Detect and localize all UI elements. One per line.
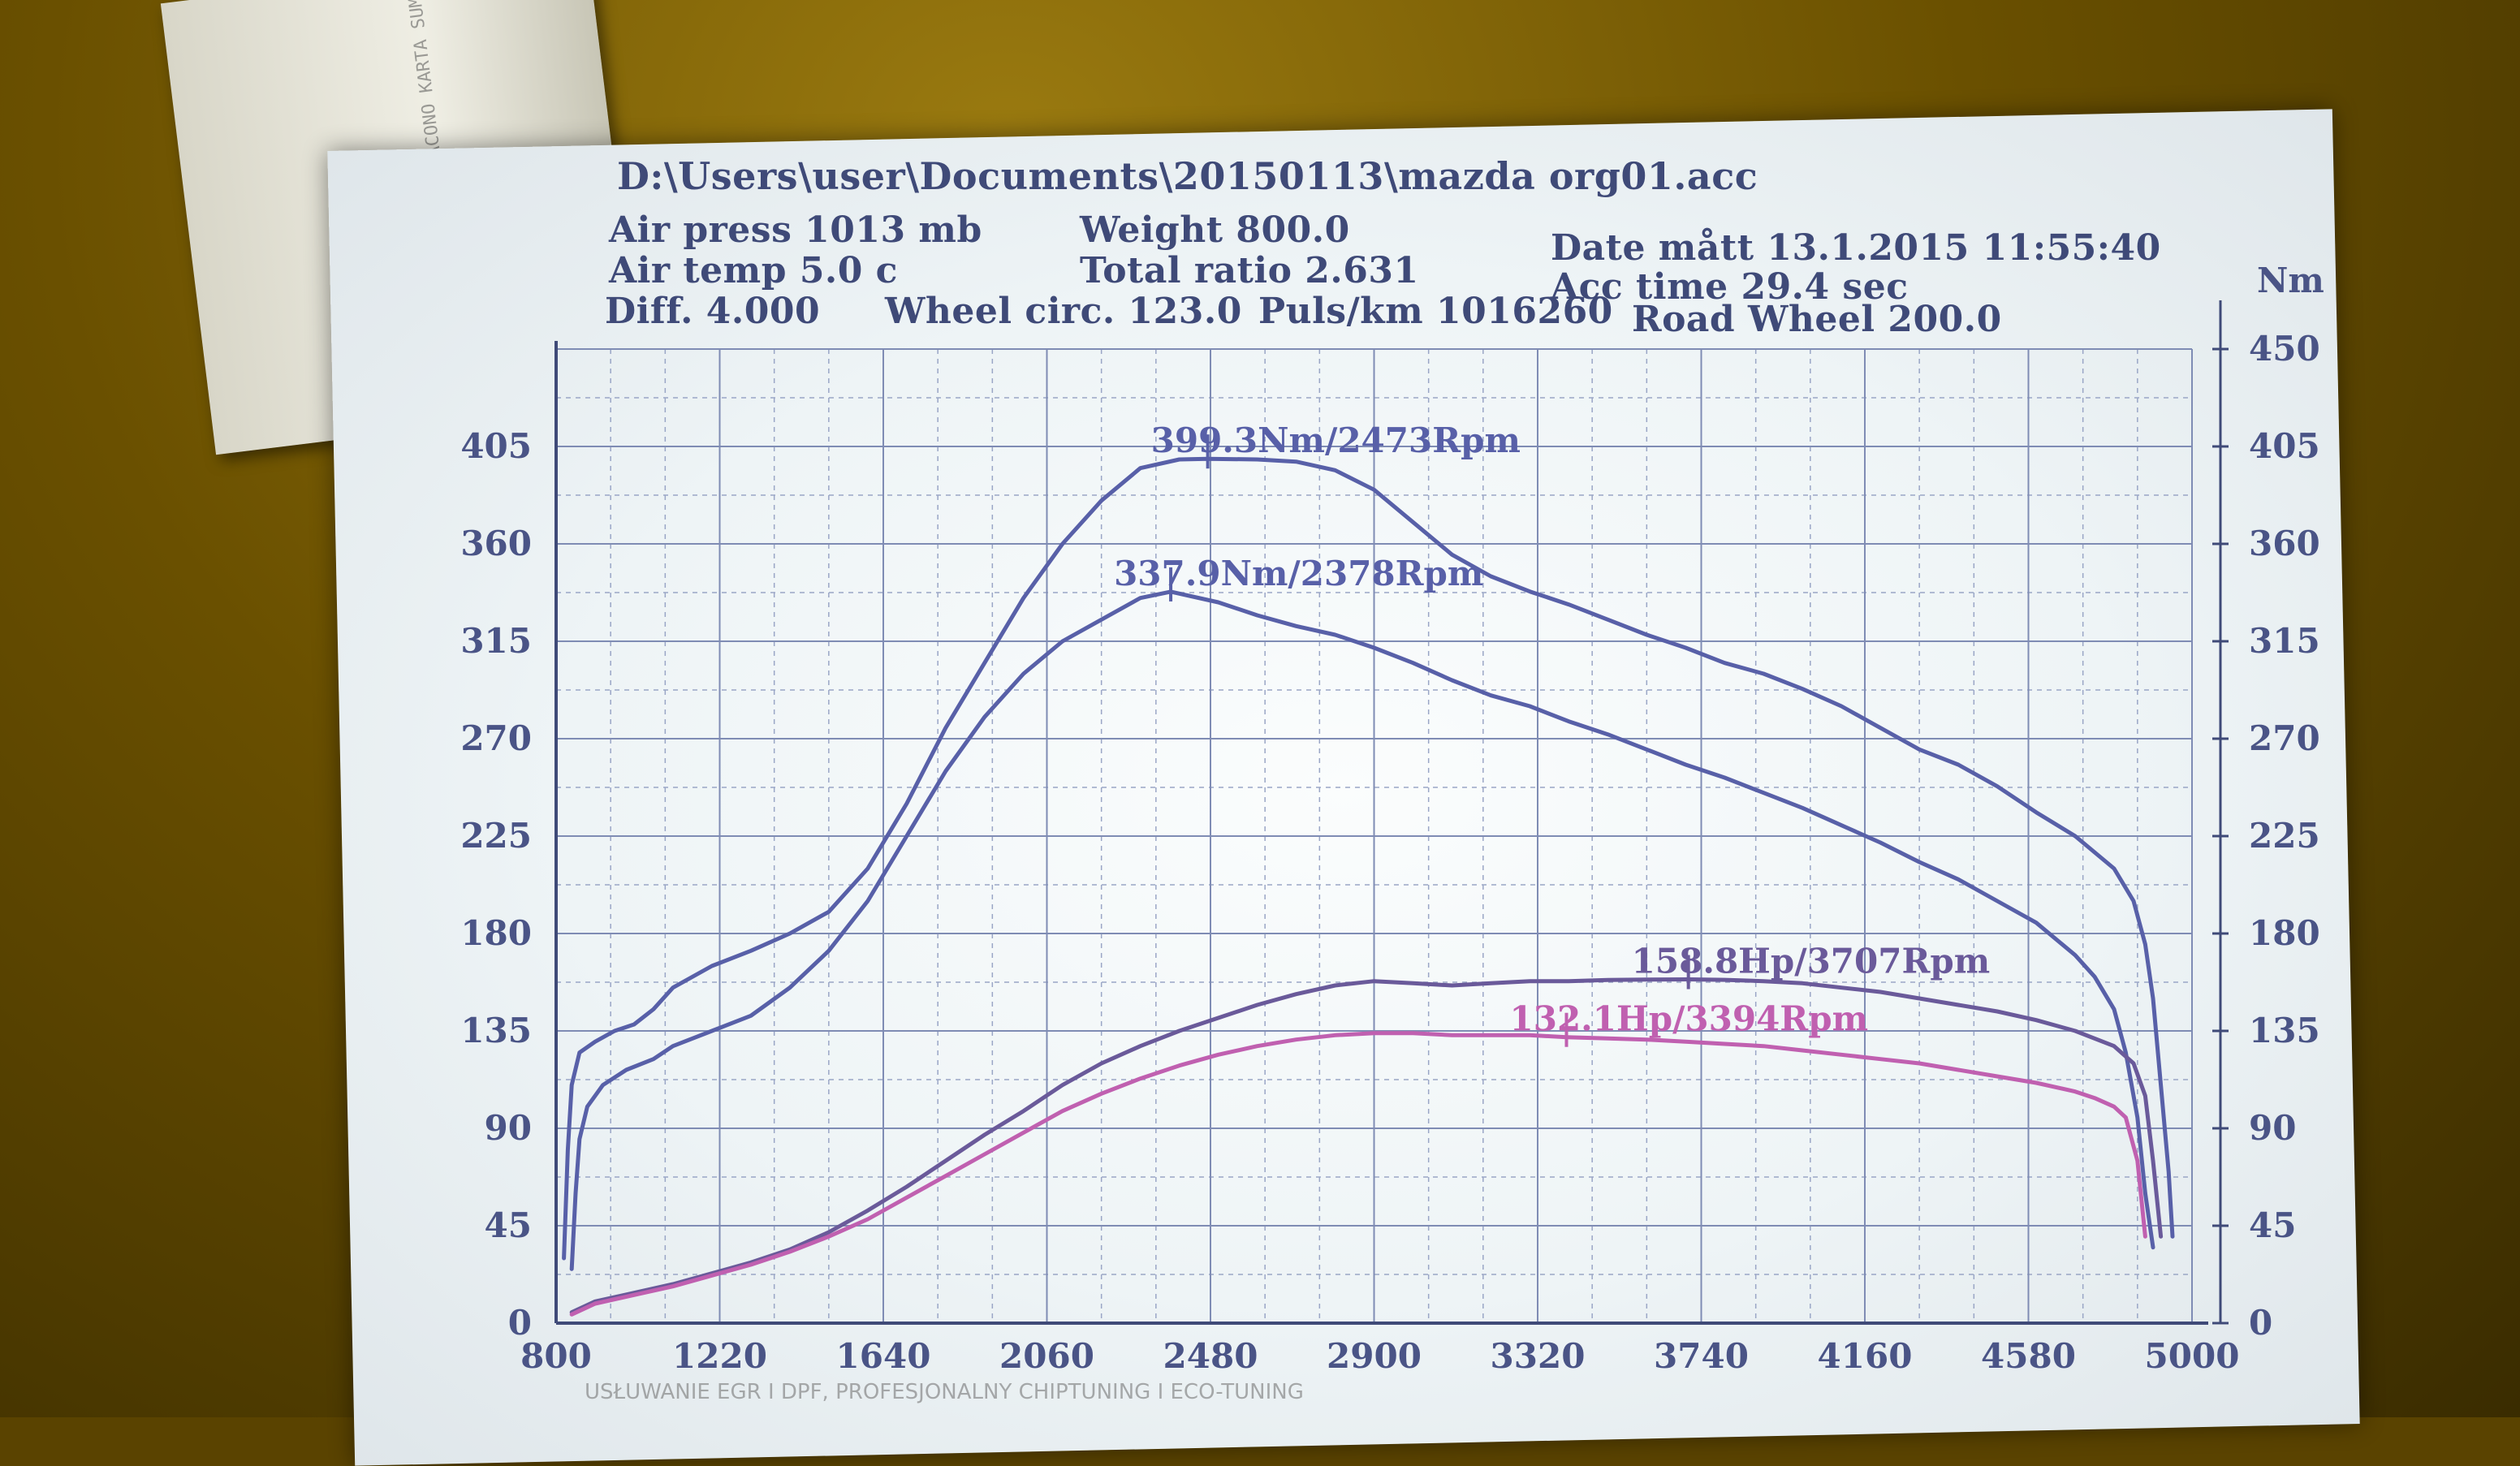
file-path: D:\Users\user\Documents\20150113\mazda o… bbox=[617, 154, 1758, 198]
x-tick-label: 4160 bbox=[1818, 1336, 1913, 1376]
y-tick-label-right: 90 bbox=[2249, 1108, 2296, 1148]
y-tick-label-right: 225 bbox=[2249, 816, 2320, 856]
x-tick-label: 2480 bbox=[1163, 1336, 1258, 1376]
date-measured: Date mått 13.1.2015 11:55:40 bbox=[1551, 227, 2161, 269]
y-tick-label-left: 315 bbox=[460, 621, 532, 661]
x-tick-label: 3320 bbox=[1491, 1336, 1586, 1376]
y-tick-label-left: 360 bbox=[460, 524, 532, 563]
series-line-3 bbox=[569, 977, 2164, 1315]
y-tick-label-right: 180 bbox=[2249, 913, 2320, 953]
series-line-2 bbox=[569, 589, 2155, 1271]
y-tick-label-left: 225 bbox=[460, 816, 532, 856]
x-tick-label: 800 bbox=[520, 1336, 592, 1376]
annotation-label-4: 132.1Hp/3394Rpm bbox=[1510, 999, 1869, 1039]
y-tick-label-left: 45 bbox=[485, 1205, 532, 1245]
dyno-chart: 800 1220 1640 2060 2480 2900 3320 3740 4160 4580 5… bbox=[460, 261, 2324, 1376]
y-tick-label-left: 180 bbox=[460, 913, 532, 953]
y-tick-label-left: 0 bbox=[508, 1303, 532, 1343]
y-tick-label-right: 135 bbox=[2249, 1011, 2320, 1050]
y-tick-label-left: 135 bbox=[460, 1011, 532, 1050]
y-axis-unit: Nm bbox=[2257, 261, 2324, 300]
diff: Diff. 4.000 bbox=[605, 291, 821, 332]
x-tick-label: 2060 bbox=[999, 1336, 1094, 1376]
y-tick-label-right: 0 bbox=[2249, 1303, 2272, 1343]
puls-km: Puls/km 1016260 bbox=[1258, 291, 1613, 332]
air-temp: Air temp 5.0 c bbox=[609, 250, 898, 291]
air-press: Air press 1013 mb bbox=[609, 209, 982, 251]
total-ratio: Total ratio 2.631 bbox=[1080, 250, 1419, 291]
y-tick-label-right: 405 bbox=[2249, 426, 2320, 466]
x-tick-label: 3740 bbox=[1654, 1336, 1749, 1376]
y-tick-label-right: 315 bbox=[2249, 621, 2320, 661]
annotation-label-1: 399.3Nm/2473Rpm bbox=[1151, 420, 1521, 460]
y-tick-label-right: 45 bbox=[2249, 1205, 2296, 1245]
x-tick-label: 1220 bbox=[672, 1336, 767, 1376]
weight: Weight 800.0 bbox=[1080, 209, 1350, 251]
y-tick-label-right: 270 bbox=[2249, 718, 2320, 758]
y-tick-label-left: 405 bbox=[460, 426, 532, 466]
x-tick-label: 4580 bbox=[1981, 1336, 2076, 1376]
y-tick-label-left: 90 bbox=[485, 1108, 532, 1148]
acc-time: Acc time 29.4 sec bbox=[1551, 266, 1909, 308]
x-tick-label: 1640 bbox=[836, 1336, 931, 1376]
x-tick-label: 2900 bbox=[1327, 1336, 1422, 1376]
annotation-label-2: 337.9Nm/2378Rpm bbox=[1114, 554, 1483, 593]
y-tick-label-left: 270 bbox=[460, 718, 532, 758]
y-tick-label-right: 450 bbox=[2249, 329, 2320, 369]
road-wheel: Road Wheel 200.0 bbox=[1632, 299, 2002, 340]
series-line-1 bbox=[562, 456, 2175, 1261]
wheel-circ: Wheel circ. 123.0 bbox=[885, 291, 1242, 332]
x-tick-label: 5000 bbox=[2145, 1336, 2240, 1376]
series-line-4 bbox=[569, 1031, 2147, 1317]
footer-text: USŁUWANIE EGR I DPF, PROFESJONALNY CHIPT… bbox=[585, 1380, 1304, 1404]
annotation-label-3: 158.8Hp/3707Rpm bbox=[1632, 942, 1991, 981]
y-tick-label-right: 360 bbox=[2249, 524, 2320, 563]
